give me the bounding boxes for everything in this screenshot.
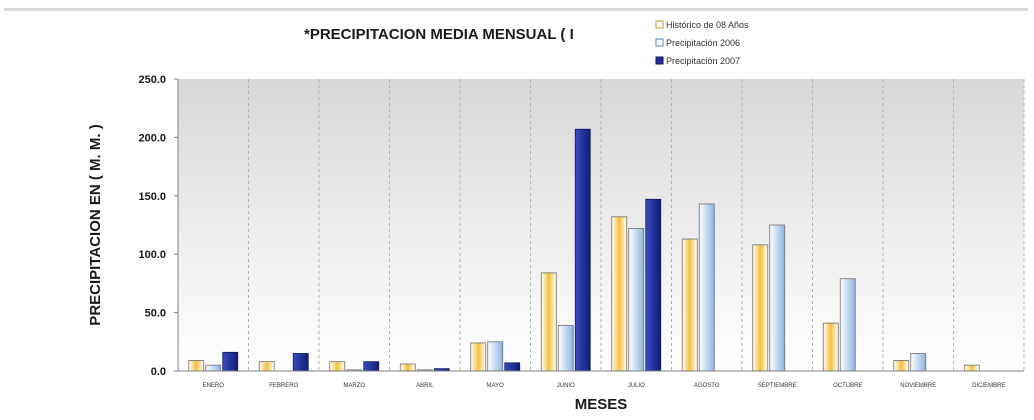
bar-noviembre-series-2 [910, 353, 927, 372]
legend-swatch [655, 56, 664, 65]
bar-diciembre-series-1 [963, 364, 980, 372]
bar-octubre-series-2 [839, 278, 856, 372]
x-tick-label: SEPTIEMBRE [758, 383, 797, 389]
bar-agosto-series-2 [698, 203, 715, 372]
y-tick-label: 150.0 [138, 191, 166, 203]
legend-label: Histórico de 08 Años [666, 20, 749, 30]
x-axis-title: MESES [575, 396, 628, 413]
x-tick-label: MAYO [487, 383, 505, 389]
x-tick-label: MARZO [343, 383, 365, 389]
bar-junio-series-1 [540, 272, 557, 372]
chart-frame: 0.0 50.0 100.0 150.0 200.0 250.0 ENERO FEBRERO… [4, 8, 1028, 417]
legend-swatch [655, 38, 664, 47]
bar-julio-series-3 [645, 198, 662, 372]
y-tick-label: 250.0 [138, 74, 166, 86]
bar-julio-series-2 [628, 228, 645, 372]
y-tick-labels: 0.0 50.0 100.0 150.0 200.0 250.0 [138, 74, 178, 378]
legend: Histórico de 08 Años Precipitación 2006 Pr… [655, 20, 749, 66]
precipitation-chart: 0.0 50.0 100.0 150.0 200.0 250.0 ENERO FEBRERO… [87, 20, 1025, 413]
bars-group [188, 128, 980, 372]
x-tick-label: ABRIL [416, 383, 434, 389]
bar-abril-series-1 [399, 363, 416, 372]
y-tick-label: 100.0 [138, 249, 166, 261]
x-tick-label: DICIEMBRE [972, 383, 1005, 389]
x-tick-label: FEBRERO [269, 383, 298, 389]
x-tick-label: JULIO [628, 383, 645, 389]
x-tick-label: OCTUBRE [833, 383, 862, 389]
bar-enero-series-2 [205, 364, 222, 372]
x-tick-label: AGOSTO [694, 383, 720, 389]
x-tick-labels: ENERO FEBRERO MARZO ABRIL MAYO JUNIO JULIO AGOS… [203, 383, 1006, 389]
bar-octubre-series-1 [822, 322, 839, 372]
bar-mayo-series-2 [487, 341, 504, 372]
bar-febrero-series-1 [258, 361, 275, 372]
legend-swatch [655, 20, 664, 29]
bar-febrero-series-3 [292, 353, 309, 372]
legend-label: Precipitación 2006 [666, 38, 740, 48]
y-tick-label: 50.0 [145, 308, 166, 320]
bar-enero-series-3 [222, 351, 239, 372]
y-tick-label: 200.0 [138, 132, 166, 144]
y-axis-title: PRECIPITACION EN ( M. M. ) [87, 124, 104, 325]
legend-label: Precipitación 2007 [666, 56, 740, 66]
bar-marzo-series-3 [363, 361, 380, 372]
x-tick-label: ENERO [203, 383, 225, 389]
bar-agosto-series-1 [681, 238, 698, 372]
bar-marzo-series-1 [329, 361, 346, 372]
bar-junio-series-2 [557, 325, 574, 372]
x-tick-label: NOVIEMBRE [900, 383, 936, 389]
chart-title: *PRECIPITACION MEDIA MENSUAL ( I [304, 26, 574, 43]
y-tick-label: 0.0 [151, 366, 166, 378]
bar-mayo-series-3 [504, 362, 521, 372]
bar-noviembre-series-1 [893, 360, 910, 372]
x-tick-label: JUNIO [557, 383, 575, 389]
bar-junio-series-3 [574, 128, 591, 372]
bar-septiembre-series-2 [769, 224, 786, 372]
bar-septiembre-series-1 [752, 244, 769, 372]
bar-mayo-series-1 [470, 342, 487, 372]
bar-enero-series-1 [188, 360, 205, 372]
bar-julio-series-1 [611, 216, 628, 372]
